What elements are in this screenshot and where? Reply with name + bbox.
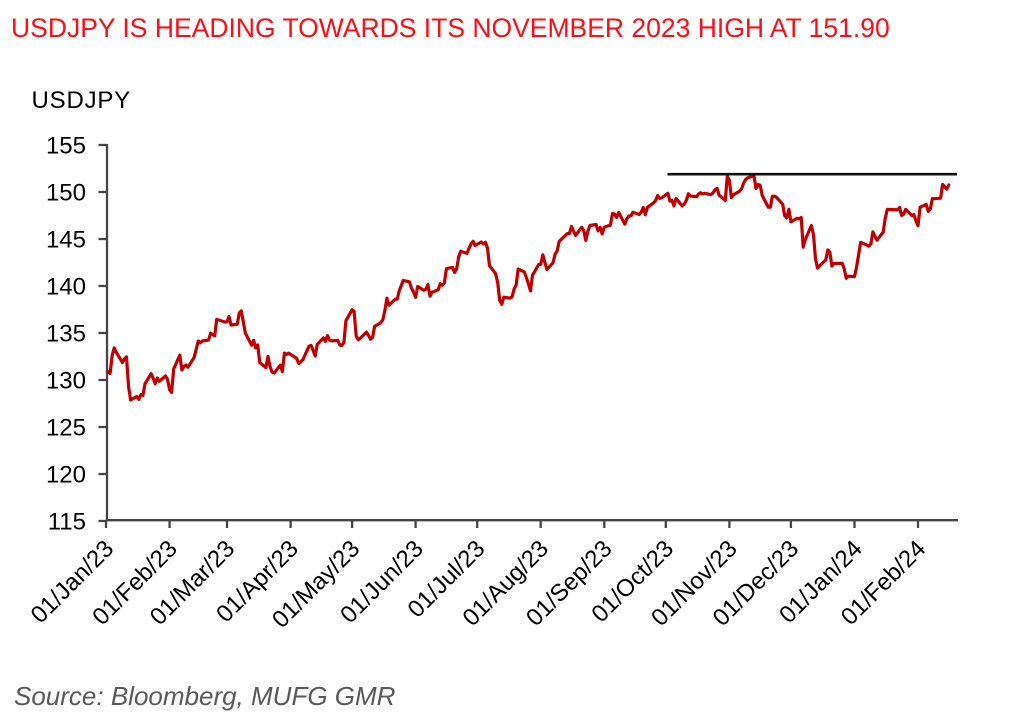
svg-text:USDJPY: USDJPY [32,87,132,114]
svg-text:155: 155 [46,133,86,160]
svg-text:135: 135 [46,321,86,348]
svg-text:120: 120 [46,462,86,489]
svg-text:125: 125 [46,415,86,442]
svg-text:140: 140 [46,274,86,301]
svg-text:145: 145 [46,227,86,254]
svg-text:115: 115 [48,509,86,536]
svg-text:150: 150 [46,180,86,207]
svg-text:130: 130 [46,368,86,395]
